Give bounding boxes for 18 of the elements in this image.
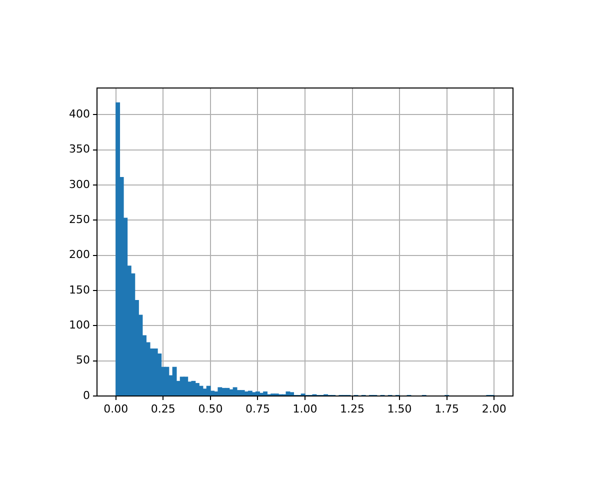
x-tick-label: 0.75 <box>245 402 270 416</box>
x-tick-label: 0.00 <box>104 402 128 416</box>
y-tick-label: 150 <box>69 283 90 296</box>
y-tick-label: 300 <box>69 178 90 191</box>
y-tick-label: 350 <box>69 142 90 156</box>
x-tick-label: 1.25 <box>340 402 365 416</box>
y-tick-label: 50 <box>76 354 90 367</box>
y-tick-label: 100 <box>69 318 90 332</box>
x-tick-label: 0.25 <box>150 402 176 416</box>
y-tick-label: 0 <box>83 388 90 402</box>
x-tick-label: 1.00 <box>292 402 318 416</box>
x-tick-label: 1.50 <box>387 402 412 416</box>
x-tick-label: 0.50 <box>198 402 223 416</box>
x-tick-label: 1.75 <box>434 402 460 416</box>
y-tick-label: 250 <box>69 213 90 226</box>
y-tick-label: 400 <box>69 108 90 121</box>
y-tick-label: 200 <box>69 248 90 262</box>
x-tick-label: 2.00 <box>482 402 506 416</box>
